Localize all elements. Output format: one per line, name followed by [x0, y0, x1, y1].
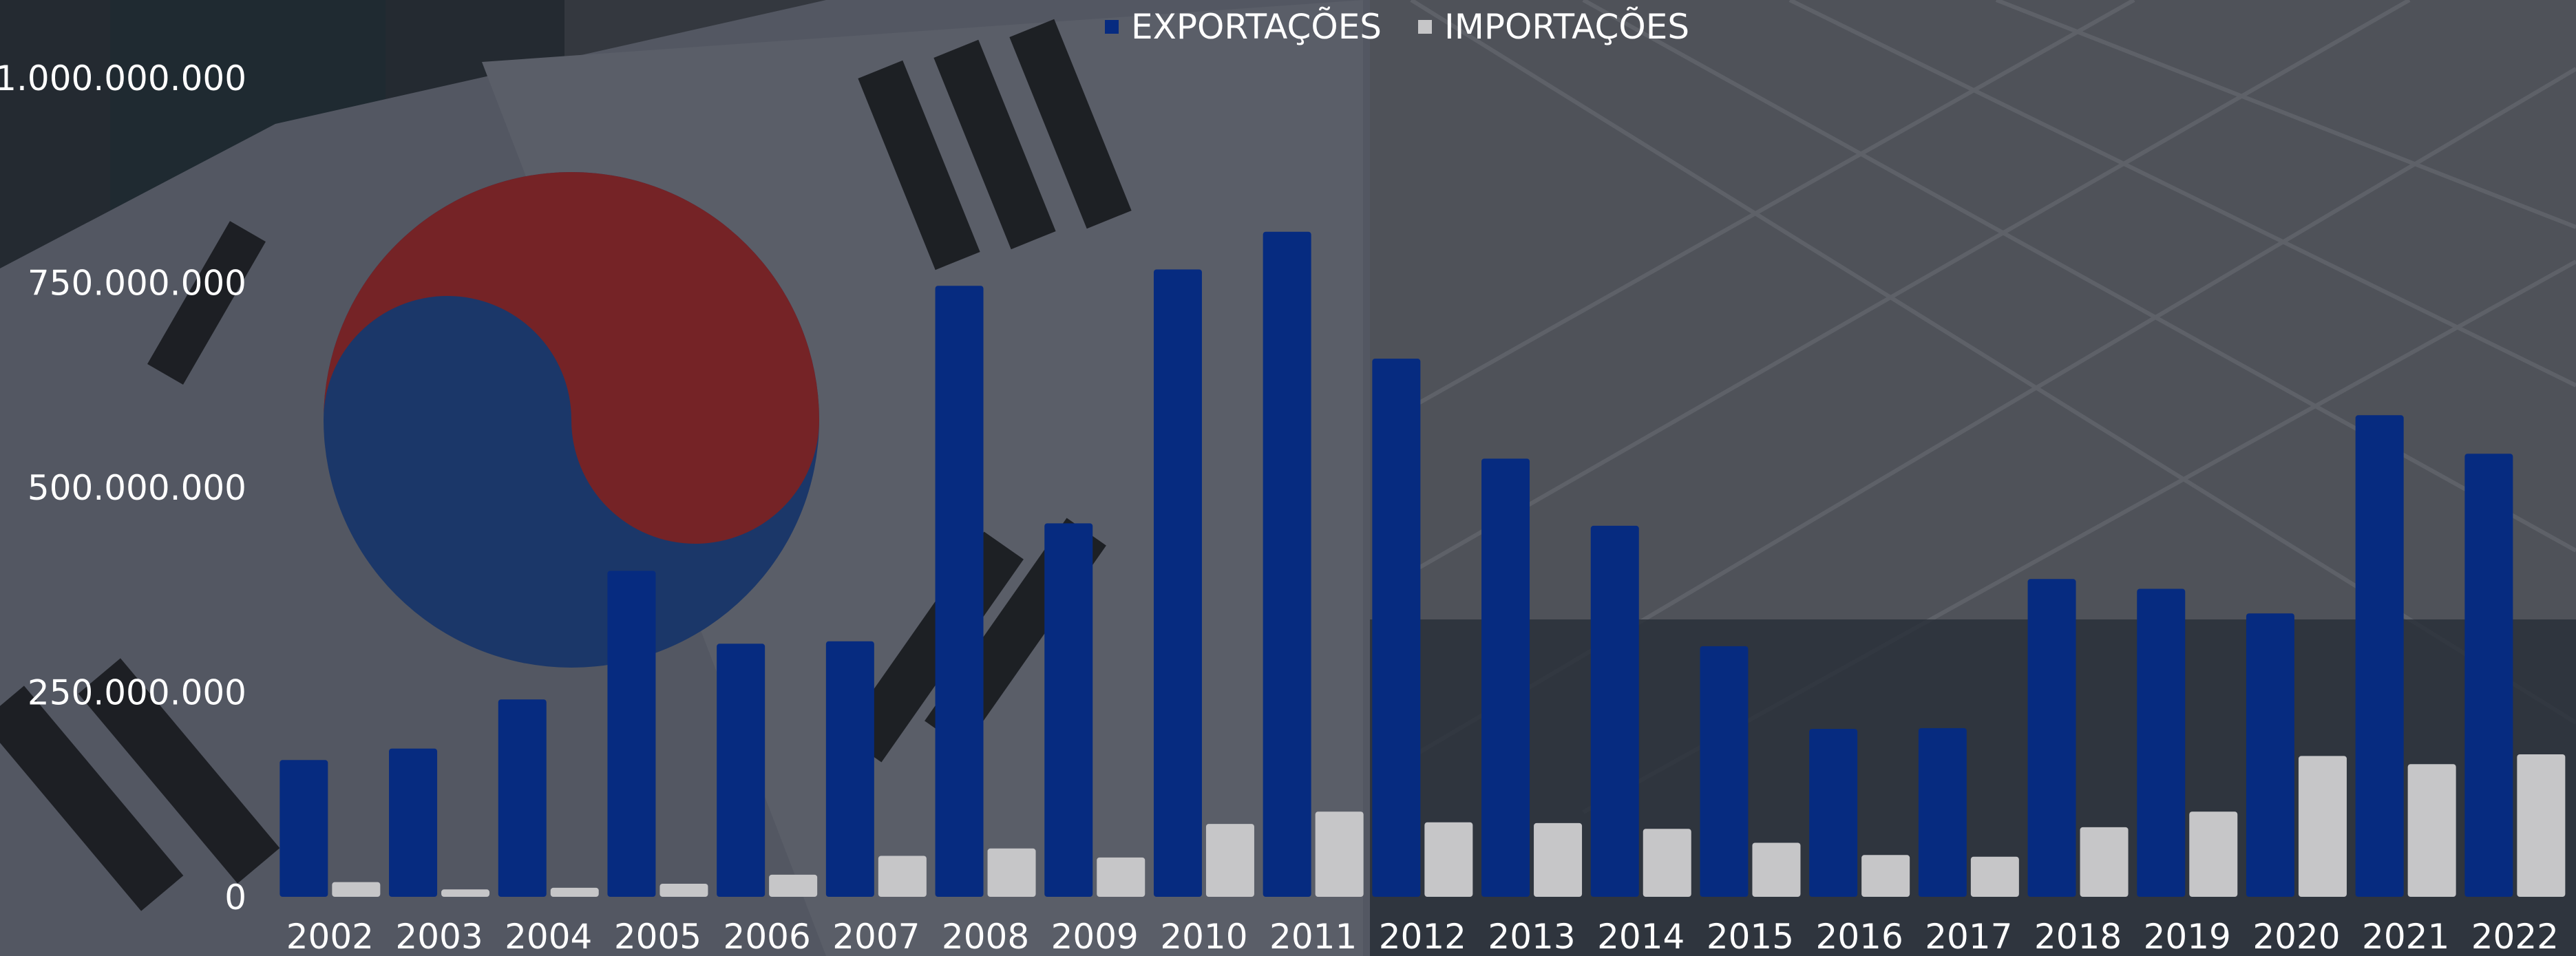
- bar-exportacoes-2013: [1481, 458, 1530, 897]
- bar-importacoes-2006: [769, 874, 818, 897]
- bar-importacoes-2020: [2298, 756, 2347, 897]
- bars: [279, 231, 2566, 897]
- y-tick-label: 250.000.000: [28, 673, 246, 713]
- x-tick-label: 2012: [1379, 917, 1466, 956]
- y-tick-label: 0: [224, 878, 246, 917]
- x-tick-label: 2016: [1816, 917, 1903, 956]
- y-tick-label: 500.000.000: [28, 468, 246, 508]
- y-tick-label: 750.000.000: [28, 264, 246, 304]
- legend-marker-exportacoes: [1105, 20, 1119, 34]
- x-tick-label: 2020: [2252, 917, 2340, 956]
- x-tick-label: 2006: [724, 917, 811, 956]
- x-tick-label: 2007: [832, 917, 920, 956]
- x-tick-label: 2021: [2362, 917, 2449, 956]
- x-tick-label: 2008: [942, 917, 1029, 956]
- bar-importacoes-2011: [1315, 811, 1364, 897]
- x-axis: 2002 2003 2004 2005 2006 2007 2008 2009 2010 2011…: [286, 917, 2559, 956]
- bar-importacoes-2017: [1970, 856, 2019, 897]
- bar-exportacoes-2003: [389, 748, 438, 897]
- bar-exportacoes-2020: [2246, 613, 2294, 897]
- x-tick-label: 2009: [1051, 917, 1139, 956]
- bar-importacoes-2015: [1752, 842, 1801, 897]
- x-tick-label: 2015: [1707, 917, 1794, 956]
- x-tick-label: 2019: [2144, 917, 2231, 956]
- bar-importacoes-2005: [659, 883, 708, 897]
- x-tick-label: 2004: [505, 917, 592, 956]
- bar-exportacoes-2015: [1700, 646, 1749, 897]
- x-tick-label: 2022: [2471, 917, 2559, 956]
- bar-exportacoes-2008: [935, 286, 984, 897]
- bar-exportacoes-2021: [2355, 415, 2404, 897]
- bar-exportacoes-2005: [607, 571, 656, 897]
- bar-exportacoes-2002: [279, 760, 328, 897]
- bar-importacoes-2022: [2517, 754, 2566, 897]
- bar-importacoes-2010: [1205, 824, 1254, 897]
- bar-importacoes-2008: [987, 848, 1036, 897]
- bar-importacoes-2004: [550, 887, 599, 897]
- x-tick-label: 2005: [614, 917, 701, 956]
- bar-importacoes-2013: [1534, 822, 1583, 897]
- bar-importacoes-2009: [1097, 857, 1146, 897]
- bar-exportacoes-2009: [1044, 523, 1093, 897]
- bar-exportacoes-2017: [1918, 727, 1967, 897]
- y-tick-label: 1.000.000.000: [0, 59, 246, 98]
- bar-importacoes-2003: [441, 889, 490, 897]
- x-tick-label: 2014: [1597, 917, 1685, 956]
- legend-label-importacoes: IMPORTAÇÕES: [1444, 7, 1689, 47]
- bar-exportacoes-2016: [1809, 729, 1858, 897]
- y-axis: 0 250.000.000 500.000.000 750.000.000 1.000.…: [0, 59, 246, 917]
- bar-exportacoes-2022: [2464, 454, 2513, 897]
- bar-importacoes-2016: [1861, 855, 1910, 897]
- bar-exportacoes-2014: [1590, 525, 1639, 897]
- x-tick-label: 2010: [1160, 917, 1247, 956]
- bar-exportacoes-2011: [1263, 231, 1311, 897]
- bar-importacoes-2021: [2407, 764, 2456, 897]
- legend-marker-importacoes: [1418, 20, 1432, 34]
- legend-label-exportacoes: EXPORTAÇÕES: [1131, 7, 1382, 47]
- bar-importacoes-2018: [2080, 827, 2129, 897]
- x-tick-label: 2017: [1925, 917, 2012, 956]
- legend: EXPORTAÇÕES IMPORTAÇÕES: [1105, 7, 1689, 47]
- x-tick-label: 2013: [1488, 917, 1575, 956]
- bar-importacoes-2014: [1643, 829, 1691, 897]
- x-tick-label: 2011: [1269, 917, 1357, 956]
- bar-importacoes-2012: [1424, 822, 1473, 897]
- bar-exportacoes-2004: [498, 699, 547, 897]
- bar-exportacoes-2006: [717, 644, 766, 897]
- bar-exportacoes-2019: [2137, 588, 2186, 897]
- bar-exportacoes-2010: [1153, 269, 1202, 897]
- bar-importacoes-2007: [878, 856, 927, 897]
- bar-exportacoes-2007: [825, 641, 874, 897]
- bar-exportacoes-2012: [1372, 359, 1421, 897]
- bar-exportacoes-2018: [2027, 579, 2076, 897]
- x-tick-label: 2002: [286, 917, 374, 956]
- x-tick-label: 2018: [2034, 917, 2122, 956]
- bar-importacoes-2002: [332, 882, 381, 897]
- bar-importacoes-2019: [2189, 811, 2238, 897]
- x-tick-label: 2003: [395, 917, 483, 956]
